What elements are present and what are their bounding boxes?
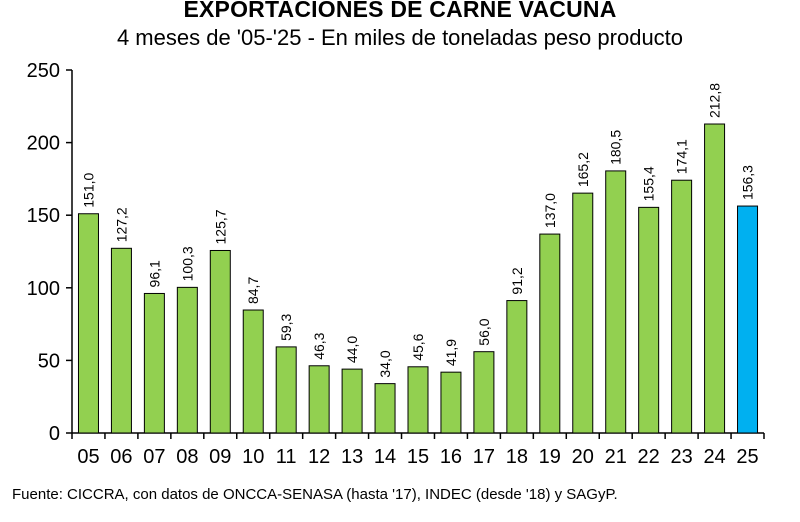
data-label: 127,2 bbox=[113, 207, 129, 242]
data-label: 56,0 bbox=[476, 318, 492, 345]
data-label: 59,3 bbox=[278, 313, 294, 340]
bar-09 bbox=[209, 249, 231, 434]
data-label: 46,3 bbox=[311, 332, 327, 359]
data-label: 84,7 bbox=[245, 277, 261, 304]
chart-subtitle: 4 meses de '05-'25 - En miles de tonelad… bbox=[116, 25, 684, 50]
x-tick-label: 22 bbox=[638, 446, 660, 468]
chart-data-labels: 151,0 127,2 96,1 100,3 125,7 84,7 59,3 46,3 44,0… bbox=[80, 83, 755, 378]
bar-05 bbox=[77, 213, 99, 434]
x-tick-label: 17 bbox=[473, 446, 495, 468]
data-label: 155,4 bbox=[641, 166, 657, 201]
y-tick-label: 100 bbox=[27, 278, 60, 300]
data-label: 151,0 bbox=[80, 172, 96, 207]
bar-07 bbox=[143, 292, 165, 434]
data-label: 125,7 bbox=[212, 209, 228, 244]
x-tick-label: 11 bbox=[276, 446, 297, 468]
x-tick-label: 15 bbox=[407, 446, 429, 468]
bar-10 bbox=[242, 309, 264, 434]
bar-18 bbox=[506, 300, 528, 434]
bar-22 bbox=[638, 206, 660, 434]
x-tick-label: 06 bbox=[110, 446, 132, 468]
data-label: 156,3 bbox=[740, 165, 756, 200]
bar-08 bbox=[176, 286, 198, 434]
x-tick-label: 09 bbox=[209, 446, 231, 468]
x-tick-label: 20 bbox=[572, 446, 594, 468]
x-tick-label: 12 bbox=[308, 446, 330, 468]
x-tick-label: 25 bbox=[736, 446, 758, 468]
data-label: 96,1 bbox=[146, 260, 162, 287]
y-tick-label: 250 bbox=[27, 60, 60, 82]
x-tick-label: 23 bbox=[670, 446, 692, 468]
data-label: 174,1 bbox=[674, 139, 690, 174]
y-tick-label: 150 bbox=[27, 205, 60, 227]
x-tick-label: 16 bbox=[440, 446, 462, 468]
data-label: 91,2 bbox=[509, 267, 525, 294]
x-tick-label: 08 bbox=[176, 446, 198, 468]
chart-axes: 0 50 100 150 200 250 05 06 07 08 09 10 11 12 13 14 15 16 1… bbox=[27, 60, 765, 468]
bar-15 bbox=[407, 366, 429, 434]
chart-title: EXPORTACIONES DE CARNE VACUNA bbox=[183, 0, 617, 22]
bar-23 bbox=[671, 179, 693, 434]
bar-17 bbox=[473, 351, 495, 434]
bar-19 bbox=[539, 233, 561, 434]
bar-06 bbox=[110, 247, 132, 434]
bar-24 bbox=[704, 123, 726, 434]
x-tick-label: 21 bbox=[605, 446, 627, 468]
x-tick-label: 10 bbox=[242, 446, 264, 468]
data-label: 100,3 bbox=[179, 246, 195, 281]
bar-21 bbox=[605, 170, 627, 434]
data-label: 212,8 bbox=[707, 83, 723, 118]
data-label: 44,0 bbox=[344, 336, 360, 363]
x-tick-label: 07 bbox=[143, 446, 165, 468]
x-tick-label: 18 bbox=[506, 446, 528, 468]
data-label: 45,6 bbox=[410, 333, 426, 360]
bar-25 bbox=[737, 205, 759, 434]
chart-bars bbox=[77, 123, 759, 434]
bar-20 bbox=[572, 192, 594, 434]
bar-14 bbox=[374, 383, 396, 434]
y-tick-label: 0 bbox=[49, 423, 60, 445]
data-label: 41,9 bbox=[443, 339, 459, 366]
y-tick-label: 200 bbox=[27, 133, 60, 155]
source-note: Fuente: CICCRA, con datos de ONCCA-SENAS… bbox=[12, 486, 618, 503]
bar-11 bbox=[275, 346, 297, 434]
data-label: 34,0 bbox=[377, 350, 393, 377]
data-label: 180,5 bbox=[608, 130, 624, 165]
x-tick-label: 19 bbox=[539, 446, 561, 468]
x-tick-label: 14 bbox=[374, 446, 396, 468]
bar-12 bbox=[308, 365, 330, 434]
bar-13 bbox=[341, 368, 363, 434]
data-label: 137,0 bbox=[542, 193, 558, 228]
x-tick-label: 13 bbox=[341, 446, 363, 468]
y-tick-label: 50 bbox=[38, 350, 60, 372]
x-tick-label: 24 bbox=[703, 446, 725, 468]
x-tick-label: 05 bbox=[77, 446, 99, 468]
bar-16 bbox=[440, 371, 462, 434]
data-label: 165,2 bbox=[575, 152, 591, 187]
bar-chart: 0 50 100 150 200 250 05 06 07 08 09 10 11 12 13 14 15 16 1… bbox=[27, 60, 765, 468]
